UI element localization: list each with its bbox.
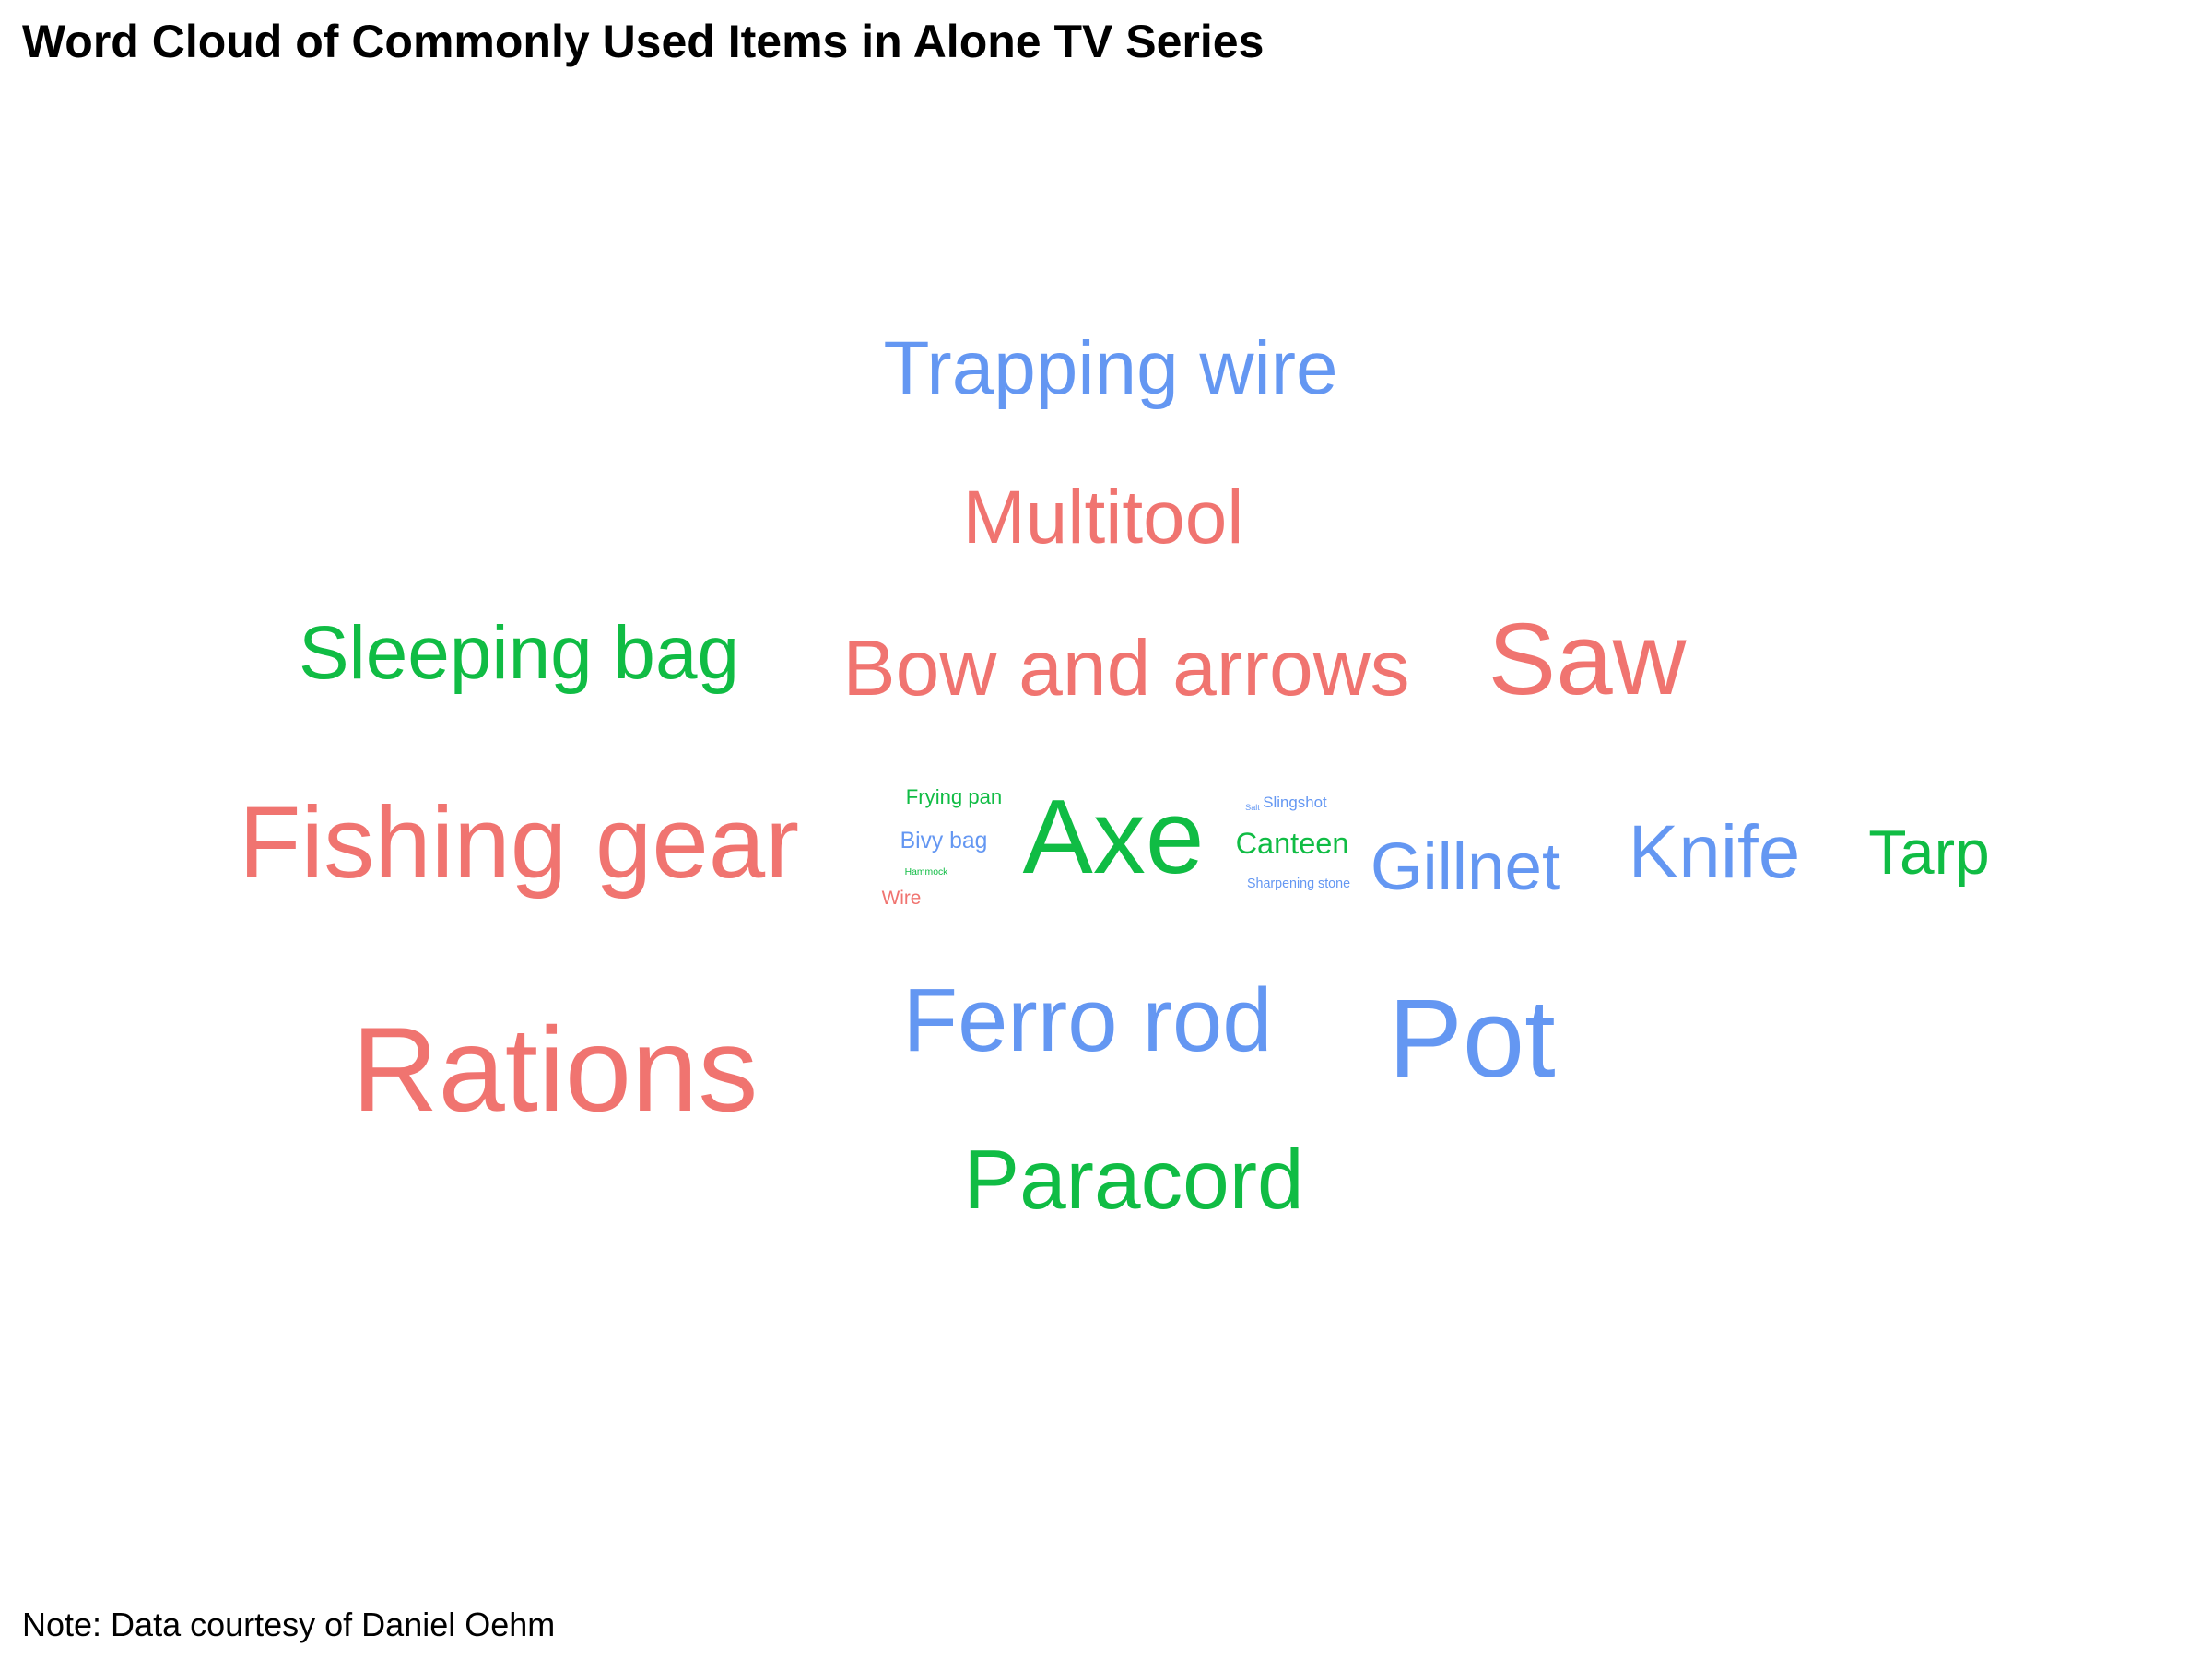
word-rations: Rations [352,1002,759,1136]
word-slingshot: Slingshot [1263,794,1327,811]
word-multitool: Multitool [963,476,1244,559]
word-hammock: Hammock [905,867,949,877]
chart-caption: Note: Data courtesy of Daniel Oehm [22,1606,556,1643]
word-axe: Axe [1022,778,1204,896]
word-saw: Saw [1488,603,1688,716]
word-salt: Salt [1245,803,1260,812]
word-fishing-gear: Fishing gear [239,786,799,900]
word-tarp: Tarp [1868,818,1990,888]
word-bivy-bag: Bivy bag [900,829,988,853]
word-pot: Pot [1388,976,1555,1100]
word-bow-and-arrows: Bow and arrows [842,624,1409,712]
word-wire: Wire [882,888,922,909]
word-trapping-wire: Trapping wire [883,326,1337,410]
word-canteen: Canteen [1236,827,1349,860]
word-knife: Knife [1629,810,1801,894]
word-ferro-rod: Ferro rod [903,970,1273,1070]
word-sleeping-bag: Sleeping bag [299,611,739,695]
word-gillnet: Gillnet [1371,830,1560,904]
chart-title: Word Cloud of Commonly Used Items in Alo… [22,16,1265,67]
word-sharpening-stone: Sharpening stone [1247,877,1350,891]
word-frying-pan: Frying pan [906,785,1002,808]
word-paracord: Paracord [963,1134,1303,1227]
